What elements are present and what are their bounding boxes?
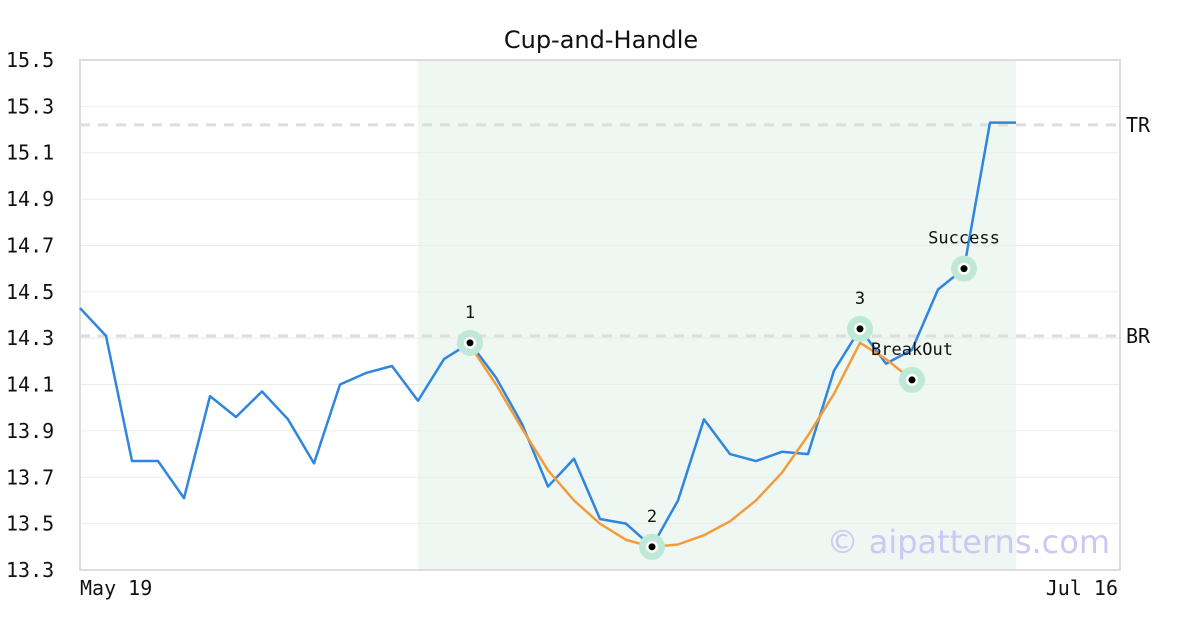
annotation-label: 1 (465, 303, 475, 323)
annotation-label: Success (928, 229, 1000, 249)
y-tick-label: 14.1 (6, 373, 54, 397)
cup-fit-line (468, 341, 913, 549)
pattern-point-dot (648, 543, 656, 551)
y-tick-label: 14.3 (6, 326, 54, 350)
pattern-point-dot (960, 265, 968, 273)
x-tick-label: Jul 16 (1046, 576, 1118, 600)
y-tick-label: 14.9 (6, 187, 54, 211)
y-tick-label: 13.9 (6, 419, 54, 443)
reference-label-tr: TR (1126, 113, 1151, 137)
y-tick-label: 15.3 (6, 94, 54, 118)
plot-area: 13.3 13.5 13.7 13.9 14.1 14.3 14.5 14.7 14.9 15.1… (6, 48, 1151, 600)
annotation-label: 2 (647, 507, 657, 527)
pattern-point-dot (466, 339, 474, 347)
y-tick-label: 14.7 (6, 233, 54, 257)
y-tick-label: 13.3 (6, 558, 54, 582)
chart-title: Cup-and-Handle (504, 26, 698, 54)
pattern-region (418, 60, 1016, 570)
pattern-point-dot (908, 376, 916, 384)
annotation-label: 3 (855, 289, 865, 309)
y-tick-label: 14.5 (6, 280, 54, 304)
plot-frame (79, 59, 1121, 571)
y-tick-label: 13.5 (6, 512, 54, 536)
x-tick-label: May 19 (80, 576, 152, 600)
watermark: © aipatterns.com (827, 523, 1110, 561)
reference-label-br: BR (1126, 324, 1151, 348)
pattern-point-dot (856, 325, 864, 333)
y-tick-label: 15.5 (6, 48, 54, 72)
y-tick-label: 15.1 (6, 141, 54, 165)
annotation-label: BreakOut (871, 340, 953, 360)
y-tick-label: 13.7 (6, 465, 54, 489)
